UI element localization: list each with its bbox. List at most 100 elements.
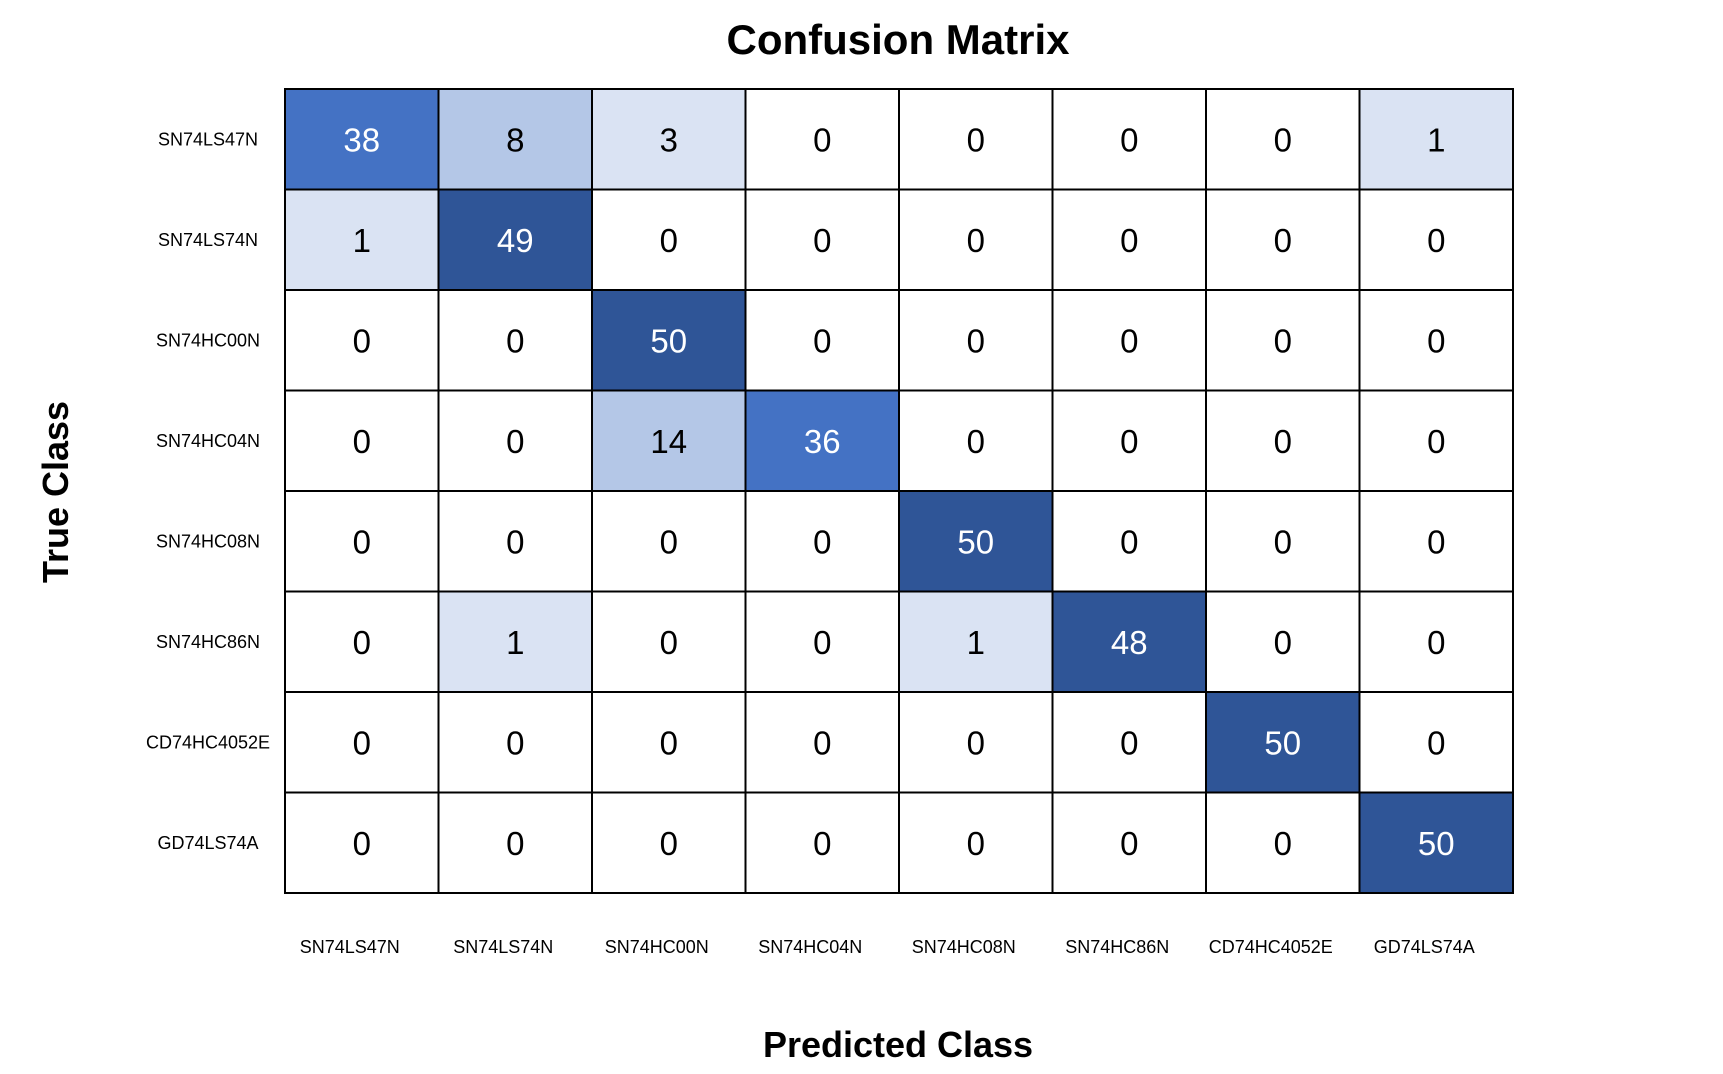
cell-value-label: 8	[506, 121, 524, 158]
cell-value-label: 0	[967, 322, 985, 359]
heatmap-cell	[744, 490, 900, 593]
x-tick-label: SN74HC86N	[1065, 937, 1169, 957]
cell-value-label: 48	[1111, 624, 1148, 661]
heatmap-cell	[1205, 590, 1361, 693]
cell-value-label: 1	[1427, 121, 1445, 158]
heatmap-cell	[437, 590, 593, 693]
cell-value-label: 0	[1120, 121, 1138, 158]
x-tick-label: SN74LS74N	[453, 937, 553, 957]
heatmap-cell	[437, 289, 593, 392]
heatmap-cell	[284, 691, 440, 794]
heatmap-cell	[591, 289, 747, 392]
y-tick-labels: SN74LS47N SN74LS74N SN74HC00N SN74HC04N SN74…	[146, 129, 270, 853]
heatmap-cell	[591, 691, 747, 794]
y-tick-label: SN74HC04N	[156, 431, 260, 451]
x-tick-labels: SN74LS47N SN74LS74N SN74HC00N SN74HC04N SN74…	[300, 937, 1475, 957]
y-tick-label: SN74HC08N	[156, 531, 260, 551]
cell-value-label: 1	[967, 624, 985, 661]
cell-value-label: 0	[1427, 523, 1445, 560]
cell-value-label: 0	[813, 322, 831, 359]
cell-value-label: 0	[813, 523, 831, 560]
heatmap-cell	[1051, 289, 1207, 392]
heatmap-cell	[437, 88, 593, 191]
cell-value-label: 0	[506, 724, 524, 761]
heatmap-cell	[744, 791, 900, 894]
heatmap-cell	[898, 691, 1054, 794]
heatmap-cell	[898, 490, 1054, 593]
cell-value-label: 0	[813, 121, 831, 158]
x-tick-label: SN74HC00N	[605, 937, 709, 957]
cell-value-label: 0	[506, 523, 524, 560]
cell-value-label: 0	[967, 724, 985, 761]
cell-value-label: 14	[650, 423, 687, 460]
y-tick-label: GD74LS74A	[157, 833, 258, 853]
cell-value-label: 0	[1120, 523, 1138, 560]
heatmap-cell	[1205, 490, 1361, 593]
heatmap-cell	[744, 289, 900, 392]
chart-title: Confusion Matrix	[727, 16, 1071, 63]
heatmap-cell	[898, 791, 1054, 894]
y-tick-label: SN74LS74N	[158, 230, 258, 250]
heatmap-cell	[1358, 188, 1514, 291]
cell-value-label: 0	[353, 523, 371, 560]
y-tick-label: SN74HC86N	[156, 632, 260, 652]
cell-value-label: 3	[660, 121, 678, 158]
heatmap-cell	[1358, 791, 1514, 894]
y-tick-label: CD74HC4052E	[146, 732, 270, 752]
cell-value-label: 0	[1427, 724, 1445, 761]
heatmap-cell	[1358, 490, 1514, 593]
heatmap-cell	[1051, 791, 1207, 894]
cell-value-label: 0	[1274, 322, 1292, 359]
heatmap-cell	[1358, 289, 1514, 392]
y-axis-title: True Class	[35, 401, 76, 583]
x-tick-label: GD74LS74A	[1374, 937, 1475, 957]
cell-value-label: 0	[1427, 624, 1445, 661]
cell-value-label: 0	[660, 222, 678, 259]
heatmap-cell	[898, 289, 1054, 392]
cell-value-label: 1	[353, 222, 371, 259]
cell-value-label: 1	[506, 624, 524, 661]
cell-value-label: 0	[506, 825, 524, 862]
cell-value-label: 0	[1120, 724, 1138, 761]
cell-value-label: 0	[1120, 222, 1138, 259]
cell-value-label: 0	[967, 423, 985, 460]
heatmap-cell	[898, 590, 1054, 693]
cell-value-label: 38	[343, 121, 380, 158]
heatmap-cell	[1358, 691, 1514, 794]
cell-value-label: 0	[506, 322, 524, 359]
cell-value-label: 0	[353, 322, 371, 359]
heatmap-cell	[284, 289, 440, 392]
heatmap-cell	[437, 691, 593, 794]
cell-value-label: 0	[1274, 825, 1292, 862]
heatmap-cell	[1051, 188, 1207, 291]
cell-value-label: 0	[967, 121, 985, 158]
cell-value-label: 0	[813, 825, 831, 862]
heatmap-cell	[898, 389, 1054, 492]
y-tick-label: SN74HC00N	[156, 330, 260, 350]
cell-value-label: 0	[1427, 322, 1445, 359]
cell-value-label: 0	[1274, 222, 1292, 259]
cell-value-label: 0	[1274, 423, 1292, 460]
cell-value-label: 0	[1120, 825, 1138, 862]
x-tick-label: CD74HC4052E	[1209, 937, 1333, 957]
cell-value-label: 0	[353, 724, 371, 761]
cell-value-label: 0	[660, 825, 678, 862]
heatmap-cell	[744, 389, 900, 492]
cell-value-label: 0	[1120, 423, 1138, 460]
cell-value-label: 0	[1427, 423, 1445, 460]
heatmap-cell	[284, 389, 440, 492]
cell-value-label: 50	[1264, 724, 1301, 761]
heatmap-cell	[1051, 590, 1207, 693]
cell-value-label: 36	[804, 423, 841, 460]
heatmap-cell	[1205, 691, 1361, 794]
heatmap-cell	[591, 389, 747, 492]
cell-value-label: 50	[1418, 825, 1455, 862]
cell-value-label: 0	[1120, 322, 1138, 359]
y-tick-label: SN74LS47N	[158, 129, 258, 149]
cell-value-label: 49	[497, 222, 534, 259]
heatmap-cell	[1051, 691, 1207, 794]
x-tick-label: SN74HC08N	[912, 937, 1016, 957]
heatmap-cell	[284, 791, 440, 894]
heatmap-cell	[1205, 289, 1361, 392]
